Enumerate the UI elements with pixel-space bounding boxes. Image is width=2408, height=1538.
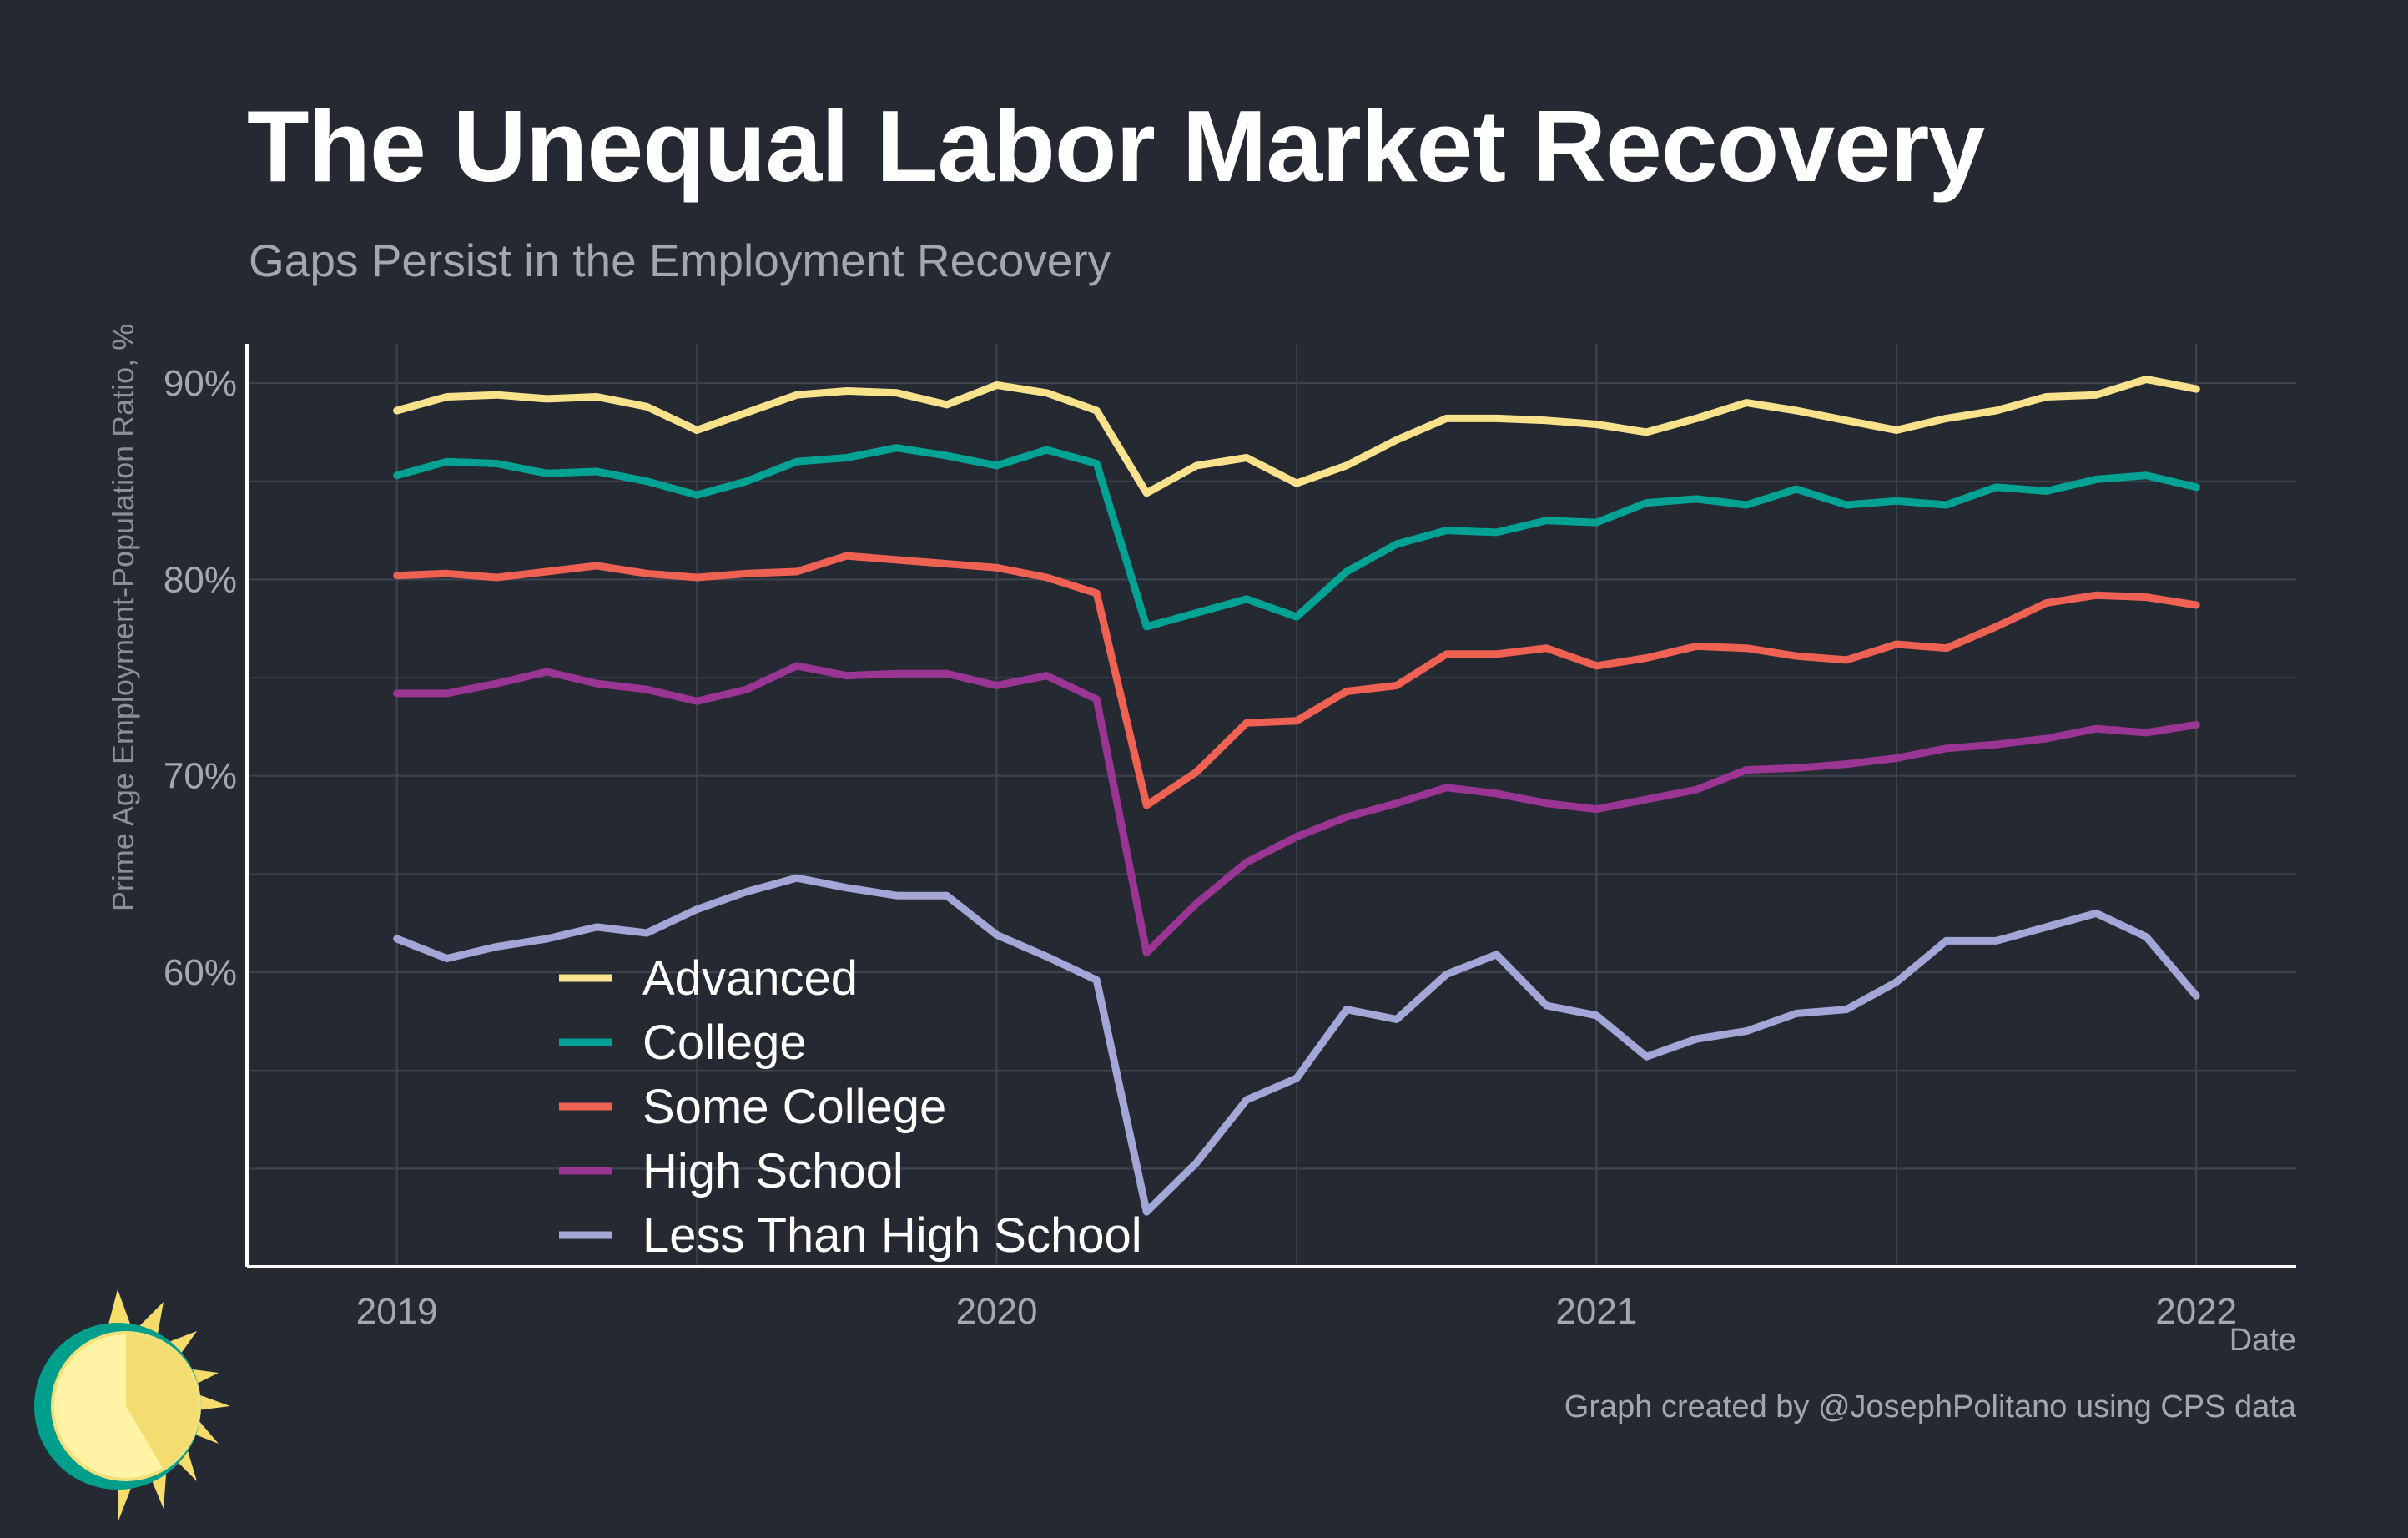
x-tick-label: 2019: [356, 1291, 438, 1332]
x-axis-label: Date: [2229, 1323, 2296, 1358]
series-line-college: [393, 444, 2200, 631]
y-tick-label: 60%: [164, 952, 237, 993]
grid-lines: [247, 344, 2296, 1267]
legend: Advanced College Some College High School Le…: [559, 951, 1142, 1263]
x-tick-labels: 2019 2020 2021 2022: [356, 1291, 2237, 1332]
series-line-less-than-high-school: [393, 874, 2200, 1216]
series-lines: [393, 375, 2200, 1216]
series-line-some-college: [393, 552, 2200, 809]
chart-subtitle: Gaps Persist in the Employment Recovery: [249, 234, 1111, 286]
legend-label: Less Than High School: [642, 1208, 1142, 1263]
y-tick-labels: 60% 70% 80% 90%: [164, 363, 237, 993]
source-caption: Graph created by @JosephPolitano using C…: [1564, 1389, 2296, 1425]
series-line-advanced: [393, 375, 2200, 497]
y-tick-label: 90%: [164, 363, 237, 404]
x-tick-label: 2022: [2155, 1291, 2237, 1332]
axes: [245, 344, 2296, 1268]
sun-logo-icon: [34, 1289, 230, 1523]
legend-label: College: [642, 1016, 807, 1070]
series-line-high-school: [393, 662, 2200, 956]
chart-title: The Unequal Labor Market Recovery: [247, 89, 1985, 203]
x-tick-label: 2021: [1555, 1291, 1637, 1332]
legend-label: Some College: [642, 1080, 946, 1134]
y-tick-label: 80%: [164, 559, 237, 600]
legend-label: High School: [642, 1144, 904, 1198]
x-tick-label: 2020: [956, 1291, 1038, 1332]
y-tick-label: 70%: [164, 756, 237, 797]
legend-label: Advanced: [642, 951, 858, 1006]
